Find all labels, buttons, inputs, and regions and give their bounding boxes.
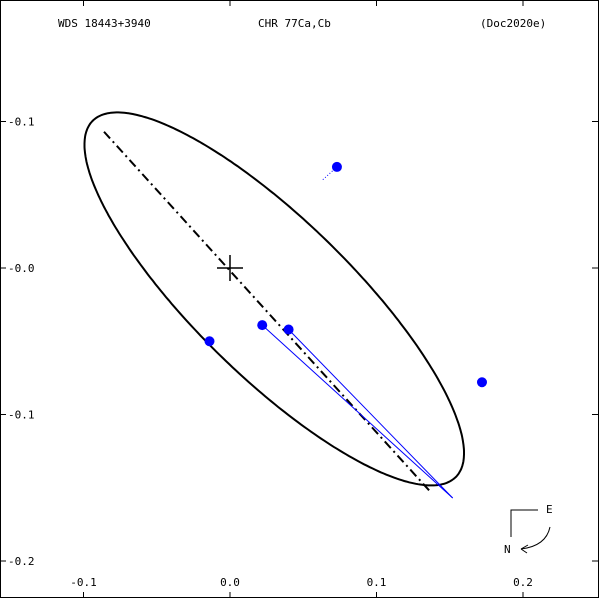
compass-arrow-head: [520, 544, 529, 554]
compass-north-label: N: [504, 543, 511, 556]
x-tick-label-0: -0.1: [70, 576, 97, 589]
y-tick-label-1: -0.0: [8, 262, 35, 275]
compass-east-label: E: [546, 503, 553, 516]
wds-identifier: WDS 18443+3940: [58, 17, 151, 30]
observation-layer: [204, 161, 487, 388]
orbit-ellipse: [83, 111, 465, 487]
observation-point-1: [204, 336, 215, 347]
observation-point-4: [476, 377, 487, 388]
compass-rotation-arrow: [520, 526, 551, 550]
line-of-nodes: [103, 131, 432, 493]
orbit-layer: [83, 111, 465, 493]
x-tick-label-3: 0.2: [513, 576, 533, 589]
x-axis-ticks: [83, 0, 524, 598]
residual-line-2: [261, 324, 454, 499]
y-axis-tick-labels: -0.1 -0.0 -0.1 -0.2: [8, 116, 35, 569]
y-axis-ticks: [0, 121, 598, 562]
x-axis-tick-labels: -0.1 0.0 0.1 0.2: [70, 576, 533, 589]
residual-line-3: [288, 329, 454, 499]
observation-point-3: [283, 324, 294, 335]
system-name: CHR 77Ca,Cb: [258, 17, 331, 30]
compass: E N: [504, 503, 553, 556]
x-tick-label-2: 0.1: [367, 576, 387, 589]
y-tick-label-0: -0.1: [8, 116, 35, 129]
observation-point-2: [257, 320, 268, 331]
orbit-reference: (Doc2020e): [480, 17, 546, 30]
residual-layer: [261, 166, 454, 499]
x-tick-label-1: 0.0: [220, 576, 240, 589]
compass-axes: [510, 509, 538, 537]
y-tick-label-2: -0.1: [8, 409, 35, 422]
y-tick-label-3: -0.2: [8, 555, 35, 568]
observation-point-0: [331, 161, 342, 172]
